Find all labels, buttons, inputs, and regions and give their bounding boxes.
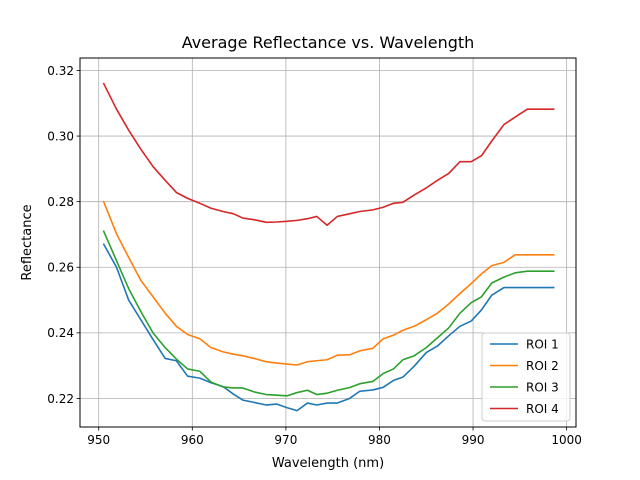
y-tick-label: 0.24 [47,326,74,340]
x-tick-label: 980 [368,433,391,447]
legend-label: ROI 1 [526,338,559,352]
x-tick-label: 990 [462,433,485,447]
x-axis-label: Wavelength (nm) [272,456,384,471]
legend-label: ROI 3 [526,381,559,395]
y-tick-label: 0.28 [47,195,74,209]
x-tick-label: 1000 [551,433,582,447]
y-tick-label: 0.30 [47,129,74,143]
series-line-roi-4 [102,82,555,227]
legend-label: ROI 4 [526,402,559,416]
series-line-roi-2 [102,200,555,366]
y-tick-label: 0.32 [47,64,74,78]
legend: ROI 1 ROI 2 ROI 3 ROI 4 [481,332,571,422]
y-tick-label: 0.26 [47,261,74,275]
y-tick-label: 0.22 [47,392,74,406]
x-tick-label: 960 [181,433,204,447]
chart-title: Average Reflectance vs. Wavelength [182,33,475,52]
x-tick-label: 970 [274,433,297,447]
series-layer [102,82,555,412]
series-line-roi-3 [102,230,555,397]
series-line-roi-1 [102,243,555,412]
legend-box [481,332,571,422]
legend-label: ROI 2 [526,359,559,373]
tick-layer: 950 960 970 980 990 1000 0.22 0.24 0.26 0.28 0.30 0… [47,64,582,447]
grid-layer [80,58,576,427]
plot-frame [79,57,577,428]
x-tick-label: 950 [87,433,110,447]
y-axis-label: Reflectance [20,204,35,280]
